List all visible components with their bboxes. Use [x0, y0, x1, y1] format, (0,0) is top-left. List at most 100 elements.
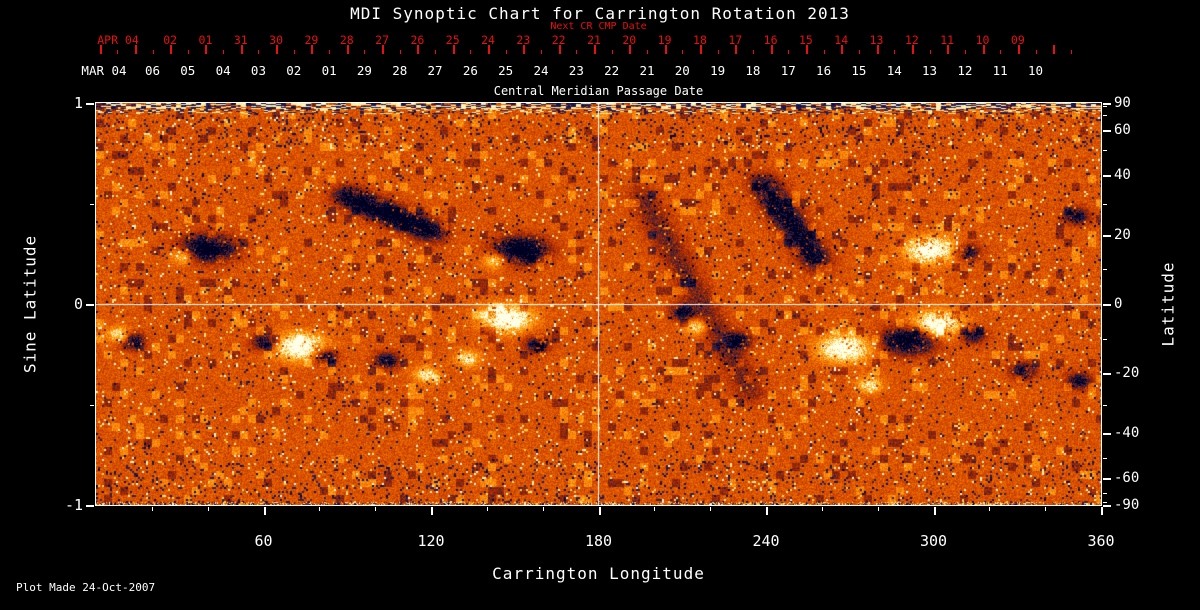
red-axis-minor-tick	[682, 50, 684, 54]
longitude-tick-label: 120	[417, 532, 445, 550]
longitude-major-tick	[933, 507, 936, 515]
red-axis-minor-tick	[117, 50, 119, 54]
cmp-date-tick-label: 13	[922, 63, 938, 78]
longitude-major-tick	[766, 507, 768, 515]
red-axis-major-tick	[594, 45, 596, 54]
longitude-major-tick	[1101, 507, 1103, 515]
latitude-tick	[1103, 457, 1107, 459]
red-axis-major-tick	[629, 45, 632, 54]
next-cr-date-tick-label: 10	[975, 33, 990, 47]
latitude-tick-label: -60	[1114, 470, 1140, 487]
red-axis-major-tick	[170, 45, 173, 54]
sine-latitude-tick-label: 1	[73, 94, 83, 112]
longitude-minor-tick	[542, 507, 544, 511]
sine-latitude-major-tick	[86, 304, 94, 306]
latitude-tick	[1103, 404, 1107, 406]
red-axis-major-tick	[982, 45, 985, 54]
latitude-tick	[1103, 203, 1107, 205]
cmp-date-tick-label: 26	[462, 63, 478, 78]
red-axis-minor-tick	[858, 50, 860, 54]
red-axis-major-tick	[805, 45, 808, 54]
latitude-tick-label: -90	[1114, 497, 1140, 513]
red-axis-minor-tick	[258, 50, 260, 54]
red-axis-minor-tick	[470, 50, 472, 54]
red-axis-major-tick	[205, 45, 208, 54]
longitude-tick-label: 60	[254, 532, 273, 550]
cmp-date-tick-label: 20	[674, 63, 690, 78]
latitude-tick	[1103, 174, 1111, 177]
red-axis-major-tick	[876, 45, 879, 54]
central-meridian-passage-date-axis-title: Central Meridian Passage Date	[493, 84, 704, 98]
next-cr-date-tick-label: 14	[834, 33, 849, 47]
latitude-tick	[1103, 338, 1107, 340]
cmp-date-tick-label: 28	[392, 63, 408, 78]
red-axis-major-tick	[452, 45, 455, 54]
red-axis-major-tick	[664, 45, 667, 54]
latitude-tick-label: -20	[1114, 364, 1140, 381]
next-cr-date-tick-label: 21	[587, 33, 601, 47]
latitude-tick	[1103, 304, 1111, 306]
next-cr-date-tick-label: 27	[375, 33, 390, 47]
latitude-tick	[1103, 106, 1107, 108]
longitude-minor-tick	[151, 507, 153, 511]
next-cr-date-tick-label: 16	[763, 33, 778, 47]
next-cr-date-tick-label: 18	[693, 33, 707, 47]
latitude-tick-label: 90	[1114, 95, 1131, 111]
latitude-tick	[1103, 433, 1111, 436]
red-axis-major-tick	[523, 45, 526, 54]
next-cr-date-tick-label: 15	[798, 33, 813, 47]
red-axis-minor-tick	[929, 50, 931, 54]
red-axis-major-tick	[770, 45, 773, 54]
cmp-date-tick-label: 06	[144, 63, 161, 78]
red-axis-major-tick	[99, 45, 102, 54]
next-cr-date-tick-label: 17	[728, 33, 743, 47]
red-axis-minor-tick	[1000, 50, 1002, 54]
sine-latitude-tick-label: 0	[73, 295, 83, 313]
next-cr-date-tick-label: 28	[339, 33, 354, 47]
next-cr-date-tick-label: 02	[163, 33, 178, 47]
cmp-date-tick-label: 24	[533, 63, 549, 78]
carrington-longitude-axis-title: Carrington Longitude	[492, 564, 705, 583]
cmp-date-tick-label: 10	[1027, 63, 1044, 78]
longitude-minor-tick	[375, 507, 377, 511]
cmp-date-tick-label: 21	[639, 63, 655, 78]
red-axis-minor-tick	[646, 50, 648, 54]
red-axis-major-tick	[735, 45, 738, 54]
sine-latitude-minor-tick	[90, 404, 94, 406]
sine-latitude-tick-label: -1	[64, 496, 83, 514]
next-cr-date-tick-label: 19	[657, 33, 672, 47]
longitude-minor-tick	[989, 507, 991, 511]
next-cr-date-tick-label: 20	[622, 33, 637, 47]
cmp-date-tick-label: 12	[957, 63, 973, 78]
latitude-tick	[1103, 129, 1111, 132]
latitude-tick	[1103, 492, 1107, 494]
red-axis-minor-tick	[788, 50, 790, 54]
next-cr-date-tick-label: 29	[304, 33, 319, 47]
next-cr-start-date-label: APR 04	[97, 33, 139, 47]
red-axis-minor-tick	[505, 50, 507, 54]
cmp-date-tick-label: 16	[816, 63, 832, 78]
cmp-date-tick-label: 14	[886, 63, 902, 78]
longitude-minor-tick	[654, 507, 656, 511]
longitude-tick-label: 180	[584, 532, 613, 550]
red-axis-major-tick	[276, 45, 279, 54]
longitude-minor-tick	[486, 507, 488, 511]
red-axis-minor-tick	[187, 50, 189, 54]
sine-latitude-axis-title: Sine Latitude	[20, 234, 40, 374]
latitude-tick	[1103, 235, 1111, 238]
next-cr-date-tick-label: 31	[233, 33, 248, 47]
latitude-tick-label: -40	[1114, 425, 1140, 442]
cmp-date-tick-label: 18	[745, 63, 761, 78]
next-cr-date-tick-label: 23	[516, 33, 531, 47]
red-axis-minor-tick	[435, 50, 437, 54]
red-axis-major-tick	[558, 45, 561, 54]
cmp-date-tick-label: 22	[604, 63, 620, 78]
longitude-tick-label: 360	[1087, 532, 1115, 550]
red-axis-major-tick	[417, 45, 420, 54]
next-cr-date-tick-label: 22	[551, 33, 566, 47]
red-axis-major-tick	[134, 45, 137, 54]
sine-latitude-major-tick	[86, 505, 94, 507]
longitude-major-tick	[431, 507, 433, 515]
next-cr-date-tick-label: 24	[481, 33, 495, 47]
